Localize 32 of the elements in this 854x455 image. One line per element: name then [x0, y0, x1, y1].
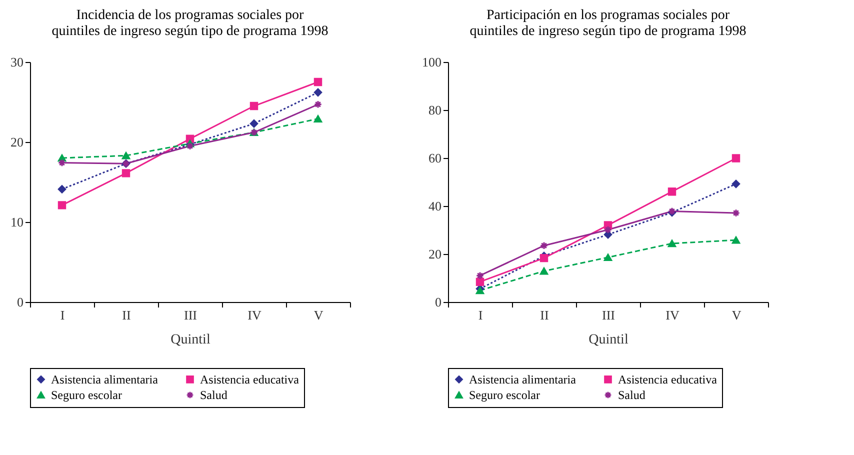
- y-tick-label: 100: [422, 54, 442, 70]
- y-tick-label: 0: [17, 294, 24, 310]
- x-tick-label: IV: [666, 308, 680, 322]
- x-tick-label: I: [478, 308, 483, 322]
- x-tick-label: II: [540, 308, 549, 322]
- chart-title: Participación en los programas sociales por quintiles de ingreso según tipo de programa 1998: [470, 8, 746, 39]
- x-tick-label: I: [60, 308, 65, 322]
- legend-label: Asistencia alimentaria: [469, 372, 577, 386]
- x-tick-label: V: [314, 308, 324, 322]
- y-tick-label: 30: [10, 54, 24, 70]
- x-axis-title: Quintil: [588, 332, 628, 348]
- y-tick-label: 20: [10, 134, 24, 150]
- legend-label: Asistencia educativa: [618, 372, 718, 386]
- x-tick-label: IV: [248, 308, 262, 322]
- chart-title: Incidencia de los programas sociales por quintiles de ingreso según tipo de programa 1998: [52, 8, 328, 39]
- y-tick-label: 40: [428, 198, 442, 214]
- legend-label: Asistencia educativa: [200, 372, 300, 386]
- legend-label: Seguro escolar: [51, 388, 122, 402]
- x-tick-label: III: [602, 308, 615, 322]
- y-tick-label: 80: [428, 102, 442, 118]
- x-axis-title: Quintil: [170, 332, 210, 348]
- y-tick-label: 20: [428, 246, 442, 262]
- y-tick-label: 0: [435, 294, 442, 310]
- x-tick-label: II: [122, 308, 131, 322]
- legend-label: Asistencia alimentaria: [51, 372, 159, 386]
- legend-label: Salud: [200, 388, 228, 402]
- x-tick-label: III: [184, 308, 197, 322]
- y-tick-label: 10: [10, 214, 24, 230]
- x-tick-label: V: [732, 308, 742, 322]
- legend-label: Seguro escolar: [469, 388, 540, 402]
- legend-label: Salud: [618, 388, 646, 402]
- y-tick-label: 60: [428, 150, 442, 166]
